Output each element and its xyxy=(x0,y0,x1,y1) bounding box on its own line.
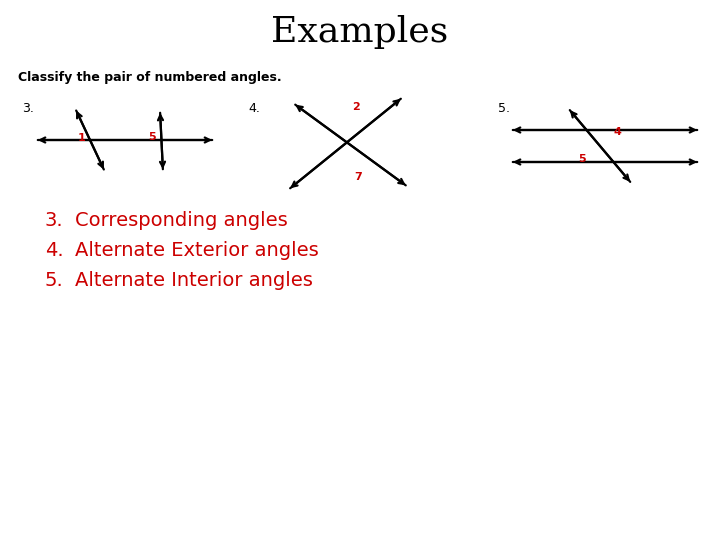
Text: Alternate Interior angles: Alternate Interior angles xyxy=(75,271,313,289)
Text: Classify the pair of numbered angles.: Classify the pair of numbered angles. xyxy=(18,71,282,84)
Text: 1: 1 xyxy=(78,133,86,143)
Text: 3.: 3. xyxy=(22,102,34,114)
Text: 5.: 5. xyxy=(498,102,510,114)
Text: Corresponding angles: Corresponding angles xyxy=(75,211,288,229)
Text: 7: 7 xyxy=(354,172,362,182)
Text: Alternate Exterior angles: Alternate Exterior angles xyxy=(75,240,319,260)
Text: 4: 4 xyxy=(613,127,621,137)
Text: 5.: 5. xyxy=(45,271,64,289)
Text: 4.: 4. xyxy=(248,102,260,114)
Text: 3.: 3. xyxy=(45,211,63,229)
Text: 4.: 4. xyxy=(45,240,63,260)
Text: 2: 2 xyxy=(352,102,360,112)
Text: Examples: Examples xyxy=(271,15,449,49)
Text: 5: 5 xyxy=(148,132,156,142)
Text: 5: 5 xyxy=(578,154,586,164)
